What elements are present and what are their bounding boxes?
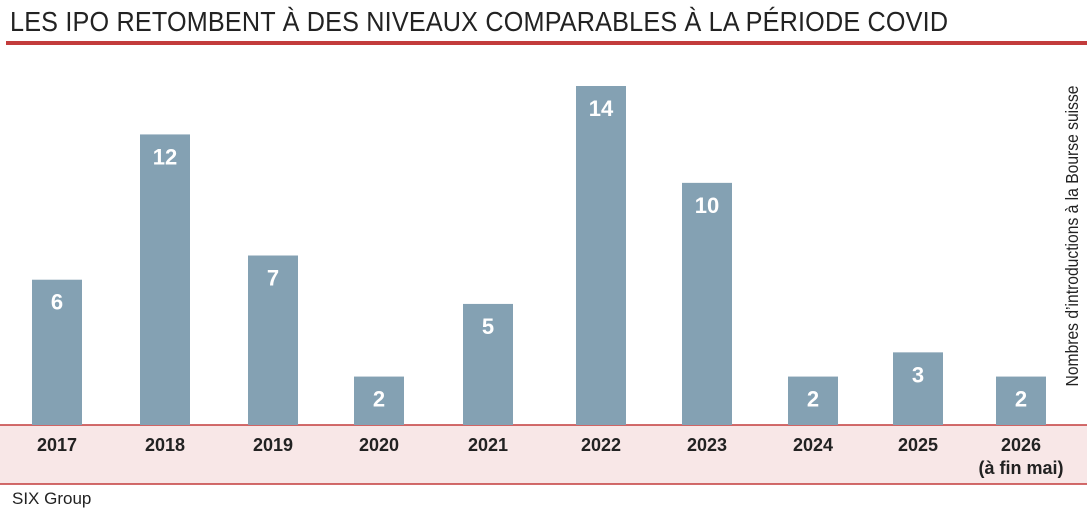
bar-labels-group: 6 12 7 2 5 14 10 2 3 2: [51, 96, 1027, 412]
x-tick-label-2025: 2025: [898, 435, 938, 455]
bar-2025: [893, 352, 943, 425]
bar-2024: [788, 376, 838, 425]
title-rule: [6, 41, 1087, 45]
y-axis-label: Nombres d’introductions à la Bourse suis…: [1062, 86, 1082, 387]
bar-value-label-2022: 14: [589, 96, 614, 121]
bar-value-label-2023: 10: [695, 193, 719, 218]
x-tick-label-2017: 2017: [37, 435, 77, 455]
bar-2022: [576, 86, 626, 425]
bar-2026: [996, 376, 1046, 425]
bar-2020: [354, 376, 404, 425]
x-tick-label-2018: 2018: [145, 435, 185, 455]
x-tick-label-2019: 2019: [253, 435, 293, 455]
bar-value-label-2021: 5: [482, 314, 494, 339]
source-note: SIX Group: [12, 489, 92, 508]
chart-title: LES IPO RETOMBENT À DES NIVEAUX COMPARAB…: [10, 6, 949, 37]
bar-value-label-2020: 2: [373, 387, 385, 412]
x-tick-label-2024: 2024: [793, 435, 833, 455]
x-tick-label-2020: 2020: [359, 435, 399, 455]
x-tick-label-2022: 2022: [581, 435, 621, 455]
bar-2018: [140, 134, 190, 425]
bar-2023: [682, 182, 732, 425]
x-tick-label-2023: 2023: [687, 435, 727, 455]
bar-value-label-2024: 2: [807, 387, 819, 412]
x-axis-band: [0, 425, 1087, 484]
bar-value-label-2017: 6: [51, 290, 63, 315]
bar-value-label-2026: 2: [1015, 387, 1027, 412]
x-tick-label-2026: 2026: [1001, 435, 1041, 455]
x-tick-sublabel-2026: (à fin mai): [978, 458, 1063, 478]
bar-value-label-2025: 3: [912, 362, 924, 387]
bar-2021: [463, 303, 513, 425]
x-tick-labels-group: 2017 2018 2019 2020 2021 2022 2023 2024 2025 2026…: [37, 435, 1064, 478]
bar-2019: [248, 255, 298, 425]
bar-2017: [32, 279, 82, 425]
bar-value-label-2019: 7: [267, 266, 279, 291]
bar-value-label-2018: 12: [153, 144, 177, 169]
x-tick-label-2021: 2021: [468, 435, 508, 455]
bars-group: [32, 86, 1046, 425]
